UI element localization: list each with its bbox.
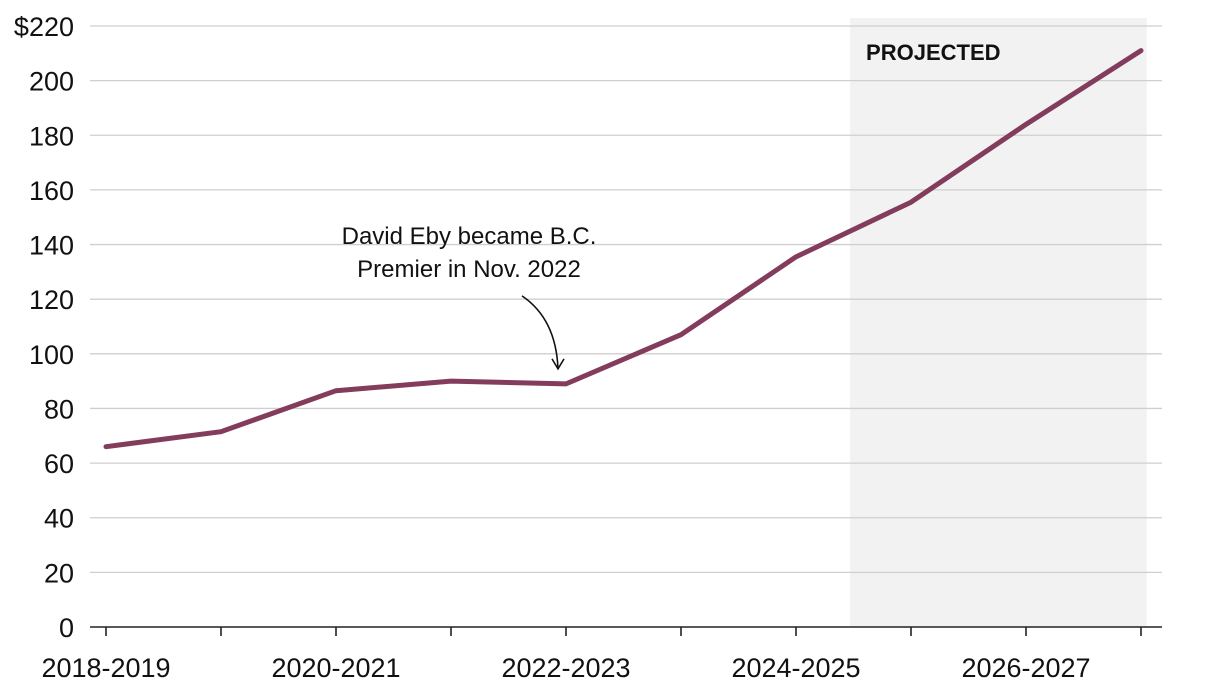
x-tick-label: 2026-2027	[961, 653, 1090, 683]
y-tick-label: 60	[44, 449, 74, 479]
x-tick-label: 2024-2025	[731, 653, 860, 683]
y-tick-label: 140	[29, 231, 74, 261]
annotation: David Eby became B.C. Premier in Nov. 20…	[342, 223, 597, 371]
x-axis-labels: 2018-2019 2020-2021 2022-2023 2024-2025 2026…	[41, 653, 1090, 683]
annotation-line-2: Premier in Nov. 2022	[357, 256, 581, 283]
y-tick-label: 200	[29, 67, 74, 97]
projected-shade	[850, 18, 1147, 627]
x-tick-label: 2018-2019	[41, 653, 170, 683]
y-tick-label: 80	[44, 394, 74, 424]
y-axis-labels: 0 20 40 60 80 100 120 140 160 180 200 $220	[14, 12, 74, 643]
projected-region: PROJECTED	[850, 18, 1147, 627]
x-tick-label: 2022-2023	[501, 653, 630, 683]
y-tick-label: $220	[14, 12, 74, 42]
annotation-arrow	[521, 295, 559, 369]
x-tick-label: 2020-2021	[271, 653, 400, 683]
y-tick-label: 20	[44, 558, 74, 588]
y-tick-label: 100	[29, 340, 74, 370]
series	[103, 48, 1144, 450]
annotation-arrowhead	[551, 358, 565, 371]
y-tick-label: 180	[29, 121, 74, 151]
annotation-line-1: David Eby became B.C.	[342, 223, 597, 250]
gridlines	[90, 25, 1162, 574]
x-axis-ticks	[105, 627, 1142, 636]
projected-label: PROJECTED	[866, 40, 1000, 65]
debt-series-line	[103, 48, 1144, 450]
y-tick-label: 120	[29, 285, 74, 315]
y-tick-label: 40	[44, 504, 74, 534]
y-tick-label: 0	[59, 613, 74, 643]
y-tick-label: 160	[29, 176, 74, 206]
